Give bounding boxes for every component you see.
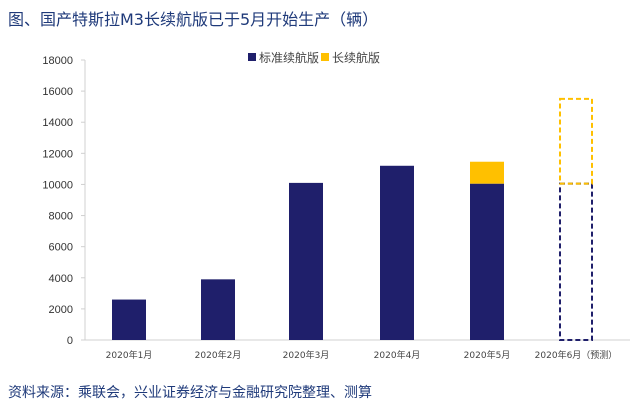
legend-swatch <box>248 53 256 61</box>
bar-standard <box>289 182 323 340</box>
y-tick-label: 0 <box>67 335 73 347</box>
chart-title: 图、国产特斯拉M3长续航版已于5月开始生产（辆） <box>8 10 379 29</box>
x-tick-label: 2020年6月（预测） <box>535 349 618 361</box>
x-tick-label: 2020年1月 <box>106 349 153 361</box>
x-tick-label: 2020年3月 <box>283 349 330 361</box>
legend-swatch <box>321 53 329 61</box>
legend-label: 标准续航版 <box>259 50 319 65</box>
y-tick-label: 14000 <box>42 117 73 129</box>
x-tick-label: 2020年4月 <box>374 349 421 361</box>
stacked-bar-chart: 0 2000 4000 6000 8000 10000 12000 14000 16000 180… <box>42 50 630 361</box>
bar-standard <box>380 165 414 340</box>
bar-long-forecast <box>559 97 593 185</box>
y-tick-label: 12000 <box>42 148 73 160</box>
x-tick-label: 2020年5月 <box>464 349 511 361</box>
bar-standard <box>470 183 504 340</box>
source-note: 资料来源：乘联会，兴业证券经济与金融研究院整理、测算 <box>8 385 372 401</box>
y-tick-label: 10000 <box>42 179 73 191</box>
y-tick-label: 4000 <box>49 273 73 285</box>
legend-label: 长续航版 <box>332 50 380 65</box>
bar-standard-forecast <box>559 182 593 341</box>
y-tick-label: 2000 <box>49 304 73 316</box>
bar-standard <box>201 279 235 340</box>
y-tick-label: 8000 <box>49 211 73 223</box>
y-tick-label: 18000 <box>42 55 73 67</box>
bar-long <box>470 161 504 184</box>
y-tick-label: 16000 <box>42 86 73 98</box>
bar-standard <box>112 299 146 340</box>
x-tick-label: 2020年2月 <box>195 349 242 361</box>
y-tick-label: 6000 <box>49 242 73 254</box>
